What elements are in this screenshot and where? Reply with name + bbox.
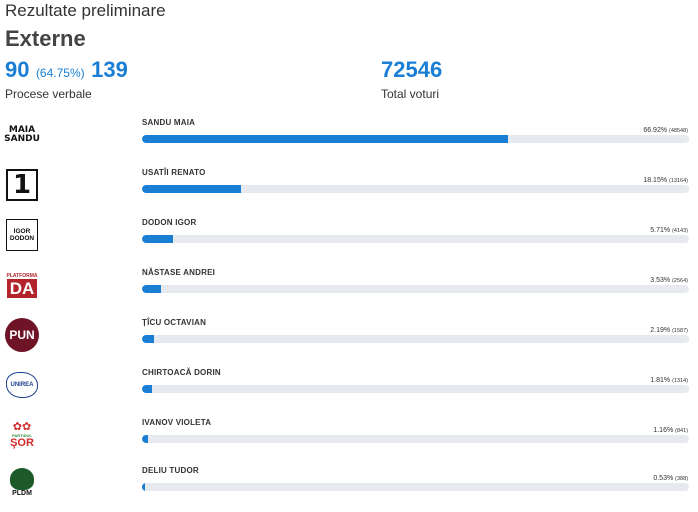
candidate-name: ȚÎCU OCTAVIAN <box>142 318 207 327</box>
candidate-percent: 3.53% <box>650 277 671 284</box>
total-votes-label: Total voturi <box>381 87 440 101</box>
protocols-processed: 90 <box>5 57 30 82</box>
number-one-logo: 1 <box>5 168 39 202</box>
result-bar <box>142 285 689 293</box>
protocols-label: Procese verbale <box>5 87 92 101</box>
sor-logo: ✿✿ PARTIDUL ŞOR <box>10 420 34 449</box>
candidate-row: PUN ȚÎCU OCTAVIAN 2.19% (1587) <box>0 318 698 368</box>
candidate-percent: 2.19% <box>650 327 671 334</box>
candidate-percent: 66.92% <box>643 127 668 134</box>
candidate-votes: (1587) <box>672 328 688 334</box>
result-bar <box>142 335 689 343</box>
candidate-votes: (388) <box>675 476 688 482</box>
candidate-votes: (2564) <box>672 278 688 284</box>
candidate-votes: (4143) <box>672 228 688 234</box>
candidate-row: 1 USATÎI RENATO 18.15% (13164) <box>0 168 698 218</box>
candidate-name: DODON IGOR <box>142 218 197 227</box>
result-bar <box>142 435 689 443</box>
candidate-name: NĂSTASE ANDREI <box>142 268 216 277</box>
result-bar-fill <box>142 483 145 491</box>
candidate-result: 1.81% (1314) <box>650 377 688 384</box>
protocols-stat: 90 (64.75%) 139 Procese verbale <box>5 57 128 101</box>
candidate-percent: 1.16% <box>653 427 674 434</box>
candidate-name: CHIRTOACĂ DORIN <box>142 368 221 377</box>
candidate-name: USATÎI RENATO <box>142 168 206 177</box>
summary-stats: 90 (64.75%) 139 Procese verbale 72546 To… <box>5 57 695 101</box>
result-bar-fill <box>142 385 152 393</box>
total-votes: 72546 <box>381 57 443 82</box>
candidate-result: 2.19% (1587) <box>650 327 688 334</box>
candidate-row: ✿✿ PARTIDUL ŞOR IVANOV VIOLETA 1.16% (841) <box>0 418 698 468</box>
candidate-result: 3.53% (2564) <box>650 277 688 284</box>
votes-stat: 72546 Total voturi <box>381 57 442 101</box>
result-bar-fill <box>142 185 242 193</box>
pldm-logo: PLDM <box>5 466 39 500</box>
result-bar <box>142 483 689 491</box>
maia-sandu-logo: MAIA SANDU <box>4 125 40 144</box>
candidate-percent: 0.53% <box>653 475 674 482</box>
candidate-votes: (1314) <box>672 378 688 384</box>
result-bar <box>142 235 689 243</box>
result-bar <box>142 185 689 193</box>
candidate-result: 66.92% (48548) <box>643 127 688 134</box>
result-bar-fill <box>142 285 162 293</box>
page-title: Rezultate preliminare <box>5 1 166 20</box>
region-title: Externe <box>5 26 86 51</box>
candidate-percent: 5.71% <box>650 227 671 234</box>
result-bar <box>142 385 689 393</box>
tree-icon <box>10 468 34 490</box>
candidate-row: UNIREA CHIRTOACĂ DORIN 1.81% (1314) <box>0 368 698 418</box>
result-bar-fill <box>142 235 174 243</box>
candidate-row: PLDM DELIU TUDOR 0.53% (388) <box>0 466 698 512</box>
candidate-name: IVANOV VIOLETA <box>142 418 212 427</box>
candidate-row: IGOR DODON DODON IGOR 5.71% (4143) <box>0 218 698 268</box>
candidate-votes: (841) <box>675 428 688 434</box>
unirea-logo: UNIREA <box>5 368 39 402</box>
result-bar-fill <box>142 135 509 143</box>
igor-dodon-logo: IGOR DODON <box>5 218 39 252</box>
result-bar <box>142 135 689 143</box>
candidate-result: 1.16% (841) <box>653 427 688 434</box>
candidate-result: 0.53% (388) <box>653 475 688 482</box>
candidate-votes: (48548) <box>669 128 688 134</box>
candidate-result: 5.71% (4143) <box>650 227 688 234</box>
pun-logo: PUN <box>5 318 39 352</box>
platforma-da-logo: PLATFORMA DA <box>6 272 38 298</box>
candidate-name: DELIU TUDOR <box>142 466 199 475</box>
protocols-total: 139 <box>91 57 128 82</box>
candidate-votes: (13164) <box>669 178 688 184</box>
candidate-name: SANDU MAIA <box>142 118 196 127</box>
result-bar-fill <box>142 335 154 343</box>
candidate-row: PLATFORMA DA NĂSTASE ANDREI 3.53% (2564) <box>0 268 698 318</box>
candidate-result: 18.15% (13164) <box>643 177 688 184</box>
candidate-row: MAIA SANDU SANDU MAIA 66.92% (48548) <box>0 118 698 168</box>
protocols-percent: (64.75%) <box>35 66 85 80</box>
result-bar-fill <box>142 435 149 443</box>
candidate-percent: 18.15% <box>643 177 668 184</box>
candidate-percent: 1.81% <box>650 377 671 384</box>
